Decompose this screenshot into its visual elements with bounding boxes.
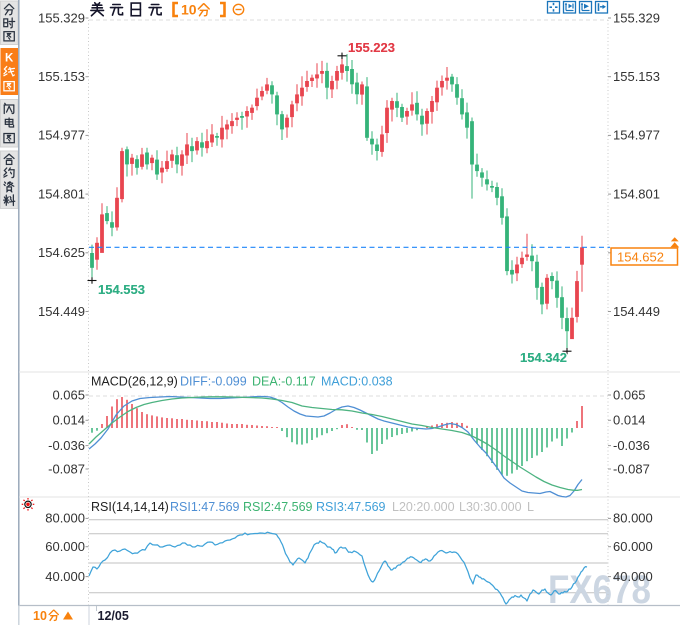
svg-text:154.801: 154.801	[38, 186, 85, 201]
svg-text:RSI3:47.569: RSI3:47.569	[316, 500, 386, 514]
svg-text:60.000: 60.000	[45, 539, 85, 554]
svg-text:40.000: 40.000	[45, 569, 85, 584]
svg-text:FX678: FX678	[548, 568, 651, 612]
svg-text:155.153: 155.153	[613, 69, 660, 84]
svg-text:12/05: 12/05	[98, 609, 129, 623]
svg-text:0.065: 0.065	[613, 387, 646, 402]
svg-text:L: L	[527, 500, 534, 514]
svg-text:MACD:0.038: MACD:0.038	[321, 375, 393, 389]
svg-text:154.553: 154.553	[98, 282, 145, 297]
svg-text:154.553: 154.553	[98, 282, 145, 297]
svg-text:-0.036: -0.036	[613, 438, 650, 453]
svg-text:MACD(26,12,9): MACD(26,12,9)	[91, 375, 178, 389]
svg-text:RSI2:47.569: RSI2:47.569	[243, 500, 313, 514]
svg-text:40.000: 40.000	[613, 569, 653, 584]
svg-text:RSI(14,14,14): RSI(14,14,14)	[91, 500, 169, 514]
svg-text:-0.087: -0.087	[613, 461, 650, 476]
svg-text:155.223: 155.223	[348, 40, 395, 55]
svg-text:154.977: 154.977	[613, 128, 660, 143]
svg-text:0.014: 0.014	[613, 413, 646, 428]
svg-text:154.977: 154.977	[38, 128, 85, 143]
svg-text:155.223: 155.223	[348, 40, 395, 55]
svg-text:154.449: 154.449	[38, 304, 85, 319]
svg-text:L20:20.000: L20:20.000	[392, 500, 455, 514]
svg-text:155.329: 155.329	[38, 10, 85, 25]
svg-text:154.625: 154.625	[38, 245, 85, 260]
svg-text:0.065: 0.065	[52, 387, 85, 402]
svg-text:154.801: 154.801	[613, 186, 660, 201]
svg-text:DEA:-0.117: DEA:-0.117	[252, 375, 316, 389]
svg-text:155.153: 155.153	[38, 69, 85, 84]
svg-text:80.000: 80.000	[613, 511, 653, 526]
svg-text:80.000: 80.000	[45, 511, 85, 526]
svg-text:-0.036: -0.036	[48, 438, 85, 453]
svg-text:154.652: 154.652	[617, 249, 664, 264]
svg-text:RSI1:47.569: RSI1:47.569	[170, 500, 240, 514]
svg-text:K: K	[5, 52, 14, 64]
svg-text:10: 10	[181, 2, 197, 18]
svg-text:60.000: 60.000	[613, 539, 653, 554]
svg-text:155.329: 155.329	[613, 10, 660, 25]
svg-text:154.342: 154.342	[520, 350, 567, 365]
svg-text:DIFF:-0.099: DIFF:-0.099	[180, 375, 247, 389]
svg-text:154.342: 154.342	[520, 350, 567, 365]
svg-text:0.014: 0.014	[52, 413, 85, 428]
svg-text:-0.087: -0.087	[48, 461, 85, 476]
svg-text:L30:30.000: L30:30.000	[459, 500, 522, 514]
svg-text:10: 10	[33, 609, 47, 623]
svg-text:154.449: 154.449	[613, 304, 660, 319]
